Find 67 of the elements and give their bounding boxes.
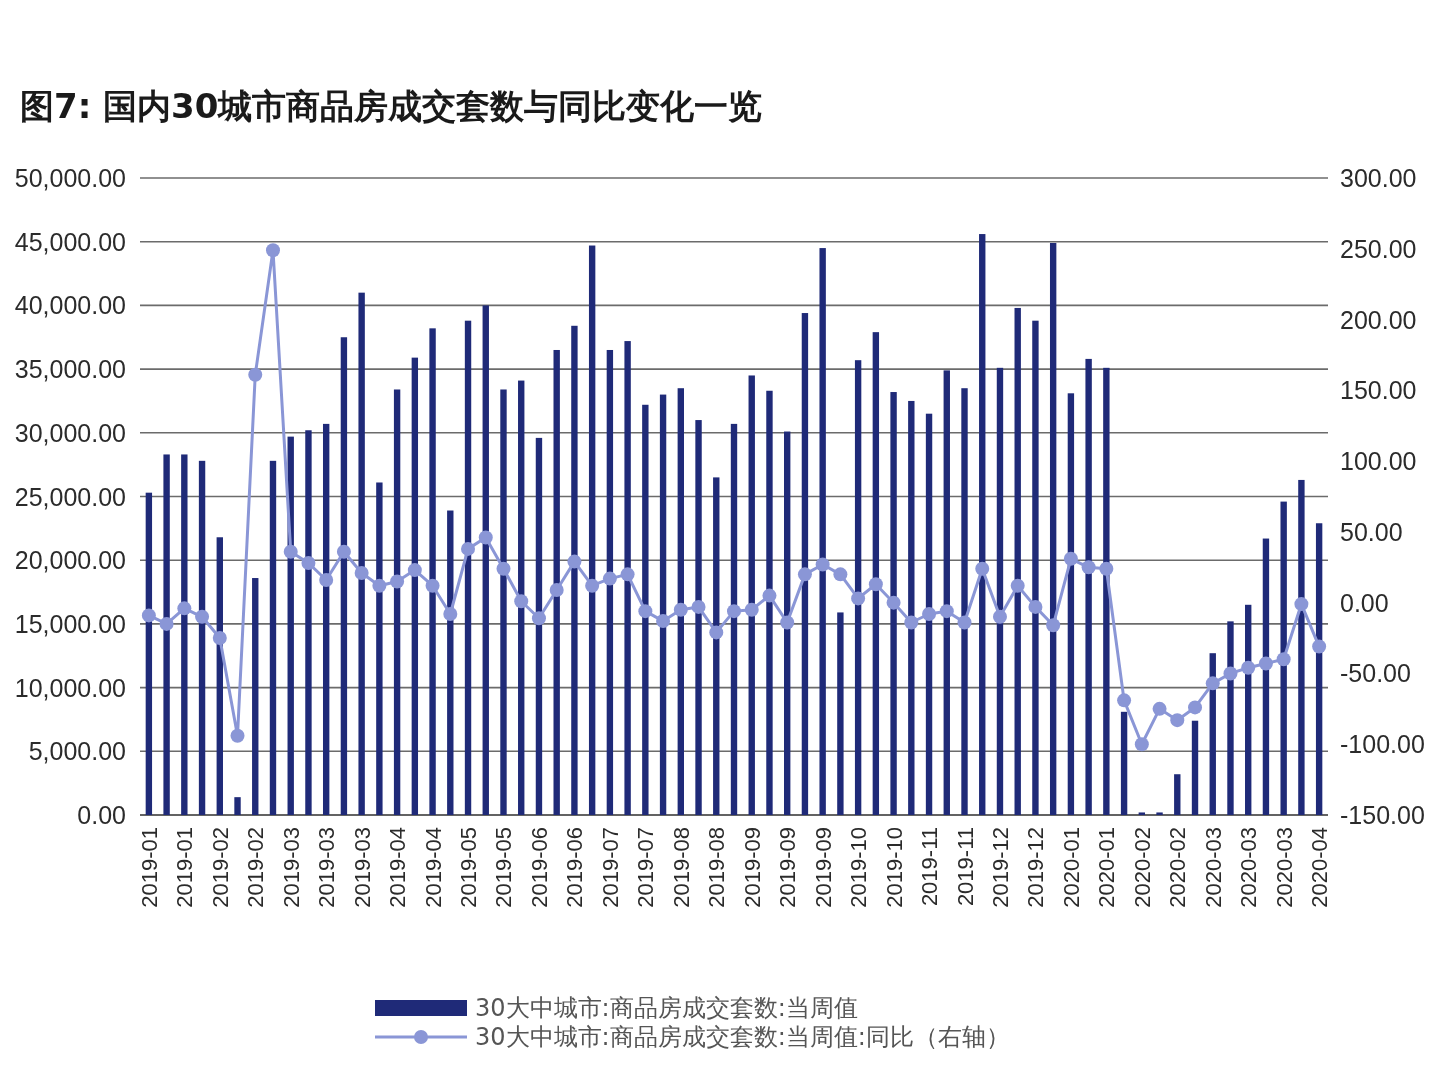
x-tick-label: 2019-04 [420,827,446,908]
y2-tick-label: 0.00 [1340,588,1389,617]
x-tick-label: 2019-07 [632,827,658,908]
x-tick-label: 2019-06 [526,827,552,908]
y-tick-label: 35,000.00 [14,355,126,384]
y-tick-label: 30,000.00 [14,418,126,447]
x-tick-label: 2019-04 [384,827,410,908]
bar [1156,812,1163,815]
bar [252,578,259,815]
x-tick-label: 2020-02 [1164,827,1190,908]
x-tick-label: 2019-02 [242,827,268,908]
chart-title: 图7: 国内30城市商品房成交套数与同比变化一览 [20,86,763,126]
y2-tick-label: 50.00 [1340,517,1403,546]
y-tick-label: 0.00 [77,801,126,829]
bar [1174,774,1181,815]
y2-tick-label: 150.00 [1340,376,1417,405]
x-tick-label: 2019-12 [1022,827,1048,908]
x-tick-label: 2019-09 [739,827,765,908]
bar [269,460,277,815]
x-tick-label: 2019-03 [349,827,375,908]
y2-tick-label: 250.00 [1340,234,1417,263]
x-tick-label: 2019-05 [455,827,481,908]
y-tick-label: 20,000.00 [14,546,126,575]
y-tick-label: 10,000.00 [14,673,126,702]
x-tick-label: 2020-03 [1271,827,1297,908]
bar [234,797,241,815]
y2-tick-label: 200.00 [1340,305,1417,334]
x-tick-label: 2019-01 [171,827,197,908]
x-tick-label: 2019-11 [916,827,942,907]
legend-label: 30大中城市:商品房成交套数:当周值 [475,994,858,1022]
y-tick-label: 15,000.00 [14,609,126,638]
y2-tick-label: 100.00 [1340,447,1417,476]
x-tick-label: 2019-07 [597,827,623,908]
bar [837,612,844,815]
x-tick-label: 2019-11 [952,827,978,907]
y-tick-label: 50,000.00 [14,164,126,192]
y-tick-label: 5,000.00 [28,737,126,766]
y2-tick-label: -150.00 [1340,801,1425,829]
x-tick-label: 2019-12 [987,827,1013,908]
x-tick-label: 2019-08 [668,827,694,908]
bar [1138,812,1146,815]
x-tick-label: 2020-02 [1129,827,1155,908]
x-tick-label: 2019-08 [703,827,729,908]
bar [1191,720,1199,815]
x-tick-label: 2019-06 [561,827,587,908]
x-tick-label: 2019-03 [313,827,339,908]
x-tick-label: 2019-01 [136,827,162,908]
x-tick-label: 2020-03 [1200,827,1226,908]
x-tick-label: 2019-09 [810,827,836,908]
y-tick-label: 40,000.00 [14,291,126,320]
x-tick-label: 2019-05 [490,827,516,908]
x-tick-label: 2019-03 [278,827,304,908]
bar [1120,711,1128,815]
y-tick-label: 45,000.00 [14,227,126,256]
x-tick-label: 2020-01 [1058,827,1084,908]
x-tick-label: 2020-01 [1093,827,1119,908]
x-tick-label: 2019-10 [845,827,871,908]
x-tick-label: 2020-04 [1306,827,1332,908]
y2-tick-label: -100.00 [1340,730,1425,759]
x-tick-label: 2019-09 [774,827,800,908]
y2-tick-label: 300.00 [1340,164,1417,192]
x-tick-label: 2019-10 [881,827,907,908]
legend-label: 30大中城市:商品房成交套数:当周值:同比（右轴） [475,1023,1010,1051]
x-tick-label: 2020-03 [1235,827,1261,908]
y2-tick-label: -50.00 [1340,659,1411,688]
y-tick-label: 25,000.00 [14,482,126,511]
x-tick-label: 2019-02 [207,827,233,908]
